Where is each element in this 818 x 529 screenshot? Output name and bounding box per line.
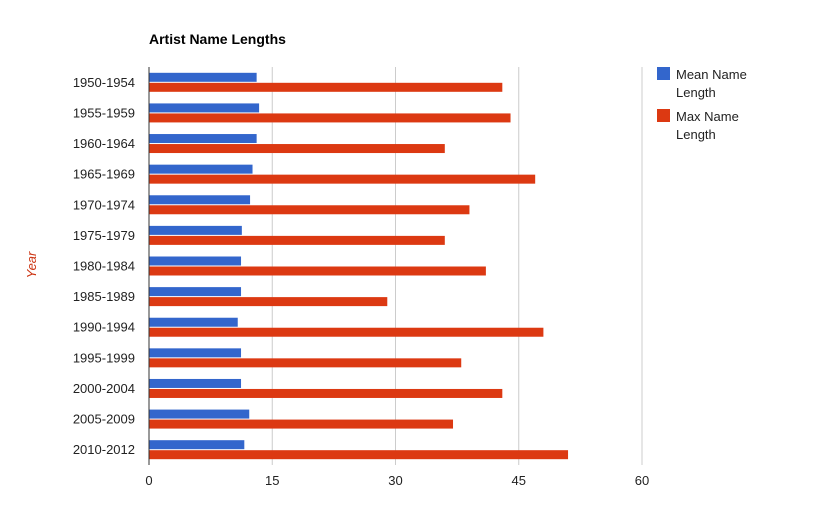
legend-label: Max Name Length [676, 109, 739, 142]
bar-max [149, 113, 511, 123]
x-tick-label: 60 [635, 473, 649, 488]
y-tick-label: 1970-1974 [73, 197, 135, 212]
bar-max [149, 144, 445, 154]
bar-mean [149, 409, 250, 419]
bar-max [149, 327, 544, 337]
bar-mean [149, 225, 242, 235]
y-tick-label: 1990-1994 [73, 320, 135, 335]
bar-max [149, 388, 503, 398]
chart-title: Artist Name Lengths [149, 31, 286, 47]
bar-mean [149, 72, 257, 82]
bar-max [149, 266, 486, 276]
x-tick-label: 30 [388, 473, 402, 488]
y-tick-label: 1995-1999 [73, 350, 135, 365]
y-tick-label: 1980-1984 [73, 259, 135, 274]
bar-max [149, 450, 569, 460]
y-tick-label: 1975-1979 [73, 228, 135, 243]
bar-mean [149, 317, 238, 327]
bar-mean [149, 287, 242, 297]
bar-max [149, 358, 462, 368]
bar-mean [149, 195, 251, 205]
y-tick-label: 2000-2004 [73, 381, 135, 396]
y-tick-label: 1955-1959 [73, 105, 135, 120]
gridlines [271, 67, 643, 465]
bar-max [149, 82, 503, 92]
y-tick-label: 2010-2012 [73, 442, 135, 457]
axes: 0 15 30 45 60 1950-1954 1955-1959 1960-1964 1965… [73, 67, 649, 488]
legend: Mean Name Length Max Name Length [657, 67, 747, 142]
y-tick-label: 1985-1989 [73, 289, 135, 304]
legend-swatch [657, 109, 670, 122]
bar-max [149, 297, 388, 307]
x-tick-label: 0 [145, 473, 152, 488]
x-tick-label: 45 [512, 473, 526, 488]
bar-mean [149, 164, 253, 174]
bar-max [149, 205, 470, 215]
bar-max [149, 419, 454, 429]
bar-mean [149, 256, 242, 266]
y-tick-label: 1950-1954 [73, 75, 135, 90]
y-axis-label: Year [24, 251, 39, 278]
y-tick-label: 2005-2009 [73, 412, 135, 427]
legend-swatch [657, 67, 670, 80]
bar-mean [149, 134, 257, 144]
y-tick-label: 1960-1964 [73, 136, 135, 151]
bars [149, 72, 569, 460]
bar-max [149, 235, 445, 245]
y-tick-label: 1965-1969 [73, 167, 135, 182]
bar-mean [149, 103, 260, 113]
bar-mean [149, 440, 245, 450]
bar-max [149, 174, 536, 184]
bar-mean [149, 348, 242, 358]
bar-mean [149, 378, 242, 388]
x-tick-label: 15 [265, 473, 279, 488]
legend-label: Mean Name Length [676, 67, 747, 100]
